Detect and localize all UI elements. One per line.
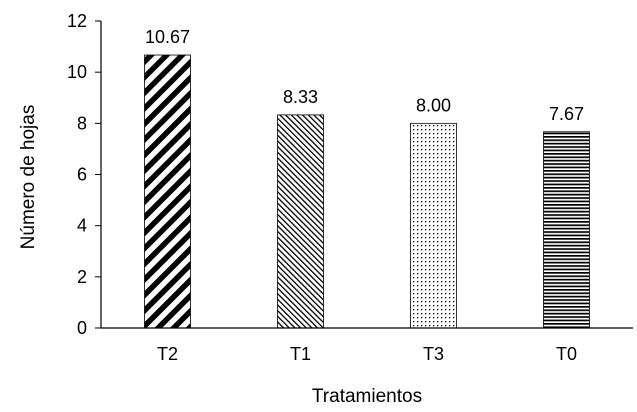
y-axis-title: Número de hojas: [18, 105, 39, 250]
y-tick-label: 8: [77, 113, 87, 133]
bars: [144, 54, 590, 329]
bar-t3: [410, 122, 457, 329]
y-tick-label: 10: [67, 62, 87, 82]
y-tick-label: 12: [67, 11, 87, 31]
data-label-t3: 8.00: [416, 95, 451, 115]
y-tick-label: 4: [77, 216, 87, 236]
data-label-t0: 7.67: [549, 104, 584, 124]
y-tick-label: 6: [77, 165, 87, 185]
x-tick-label: T2: [157, 344, 178, 364]
x-axis: T2 T1 T3 T0: [101, 327, 633, 364]
data-label-t2: 10.67: [145, 27, 190, 47]
x-axis-title: Tratamientos: [312, 386, 422, 407]
y-tick-label: 0: [77, 318, 87, 338]
data-labels: 10.67 8.33 8.00 7.67: [145, 27, 584, 124]
y-tick-label: 2: [77, 267, 87, 287]
bar-t1: [277, 114, 324, 329]
x-tick-label: T0: [556, 344, 577, 364]
x-tick-label: T1: [290, 344, 311, 364]
x-tick-label: T3: [423, 344, 444, 364]
bar-t0: [543, 131, 590, 329]
data-label-t1: 8.33: [283, 87, 318, 107]
bar-t2: [144, 54, 191, 329]
y-axis: 0 2 4 6 8 10 12: [67, 11, 102, 338]
